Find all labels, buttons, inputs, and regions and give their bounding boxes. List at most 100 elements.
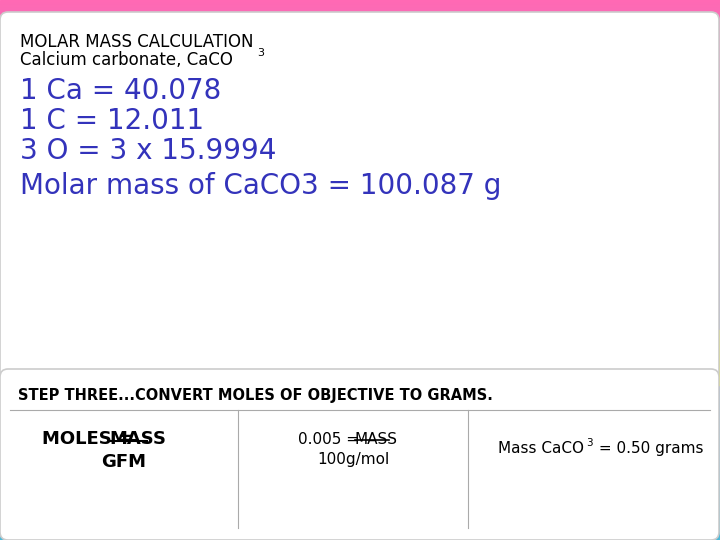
Bar xyxy=(0,348,720,351)
Bar xyxy=(0,513,720,516)
Bar xyxy=(0,416,720,418)
Bar xyxy=(0,227,720,229)
Bar xyxy=(0,483,720,486)
Bar xyxy=(0,284,720,286)
Bar xyxy=(0,292,720,294)
Bar xyxy=(0,394,720,397)
Bar xyxy=(0,8,720,11)
Bar xyxy=(0,224,720,227)
Bar xyxy=(0,356,720,359)
Bar xyxy=(0,49,720,51)
Bar xyxy=(0,524,720,526)
Bar xyxy=(0,92,720,94)
Bar xyxy=(0,197,720,200)
Bar xyxy=(0,181,720,184)
Bar xyxy=(0,124,720,127)
Bar xyxy=(0,208,720,211)
Bar xyxy=(0,464,720,467)
Bar xyxy=(0,370,720,373)
Bar xyxy=(0,378,720,381)
Bar xyxy=(0,489,720,491)
Bar xyxy=(0,68,720,70)
Bar xyxy=(0,259,720,262)
Bar xyxy=(0,359,720,362)
Bar xyxy=(0,451,720,454)
Bar xyxy=(0,386,720,389)
Bar xyxy=(0,435,720,437)
Bar xyxy=(0,143,720,146)
Text: MOLES =: MOLES = xyxy=(42,430,139,448)
Bar xyxy=(0,113,720,116)
Bar xyxy=(0,354,720,356)
Text: STEP THREE...CONVERT MOLES OF OBJECTIVE TO GRAMS.: STEP THREE...CONVERT MOLES OF OBJECTIVE … xyxy=(18,388,493,403)
Bar xyxy=(0,432,720,435)
Bar xyxy=(0,116,720,119)
Bar xyxy=(0,267,720,270)
Text: GFM: GFM xyxy=(102,453,146,471)
Bar xyxy=(0,270,720,273)
Bar xyxy=(0,122,720,124)
Bar xyxy=(0,486,720,489)
Bar xyxy=(0,297,720,300)
Bar xyxy=(0,24,720,27)
Bar xyxy=(0,405,720,408)
Bar xyxy=(0,94,720,97)
Bar xyxy=(0,402,720,405)
Bar xyxy=(0,165,720,167)
Bar xyxy=(0,132,720,135)
Bar xyxy=(0,470,720,472)
Bar xyxy=(0,5,720,8)
Bar xyxy=(0,427,720,429)
Bar xyxy=(0,467,720,470)
Bar xyxy=(0,329,720,332)
Bar xyxy=(0,375,720,378)
Bar xyxy=(0,294,720,297)
Bar xyxy=(0,526,720,529)
Text: Molar mass of CaCO3 = 100.087 g: Molar mass of CaCO3 = 100.087 g xyxy=(20,172,501,200)
Text: MASS: MASS xyxy=(109,430,166,448)
Bar xyxy=(0,246,720,248)
Text: 0.005 =: 0.005 = xyxy=(298,432,364,447)
Bar xyxy=(0,211,720,213)
Bar xyxy=(0,481,720,483)
Bar xyxy=(0,76,720,78)
Bar xyxy=(0,159,720,162)
Bar xyxy=(0,186,720,189)
Bar xyxy=(0,332,720,335)
Bar xyxy=(0,130,720,132)
Bar xyxy=(0,202,720,205)
Bar xyxy=(0,59,720,62)
Bar xyxy=(0,324,720,327)
Bar xyxy=(0,289,720,292)
Text: 100g/mol: 100g/mol xyxy=(317,452,389,467)
Bar xyxy=(0,529,720,532)
Bar xyxy=(0,97,720,100)
Bar xyxy=(0,400,720,402)
Bar xyxy=(0,235,720,238)
Bar xyxy=(0,35,720,38)
Text: 3: 3 xyxy=(257,48,264,58)
Bar xyxy=(0,448,720,451)
Bar xyxy=(0,532,720,535)
Bar xyxy=(0,437,720,440)
Bar xyxy=(0,111,720,113)
Bar xyxy=(0,446,720,448)
Bar xyxy=(0,502,720,505)
Bar xyxy=(0,86,720,89)
Bar xyxy=(0,11,720,14)
Bar xyxy=(0,73,720,76)
Bar xyxy=(0,505,720,508)
Bar xyxy=(0,273,720,275)
Bar xyxy=(0,418,720,421)
Bar xyxy=(0,84,720,86)
Bar xyxy=(0,408,720,410)
Bar xyxy=(0,362,720,364)
Bar xyxy=(0,38,720,40)
Bar xyxy=(0,3,720,5)
Bar xyxy=(0,178,720,181)
Bar xyxy=(0,16,720,19)
Bar xyxy=(0,19,720,22)
Bar xyxy=(0,321,720,324)
Bar xyxy=(0,510,720,513)
Bar xyxy=(0,167,720,170)
